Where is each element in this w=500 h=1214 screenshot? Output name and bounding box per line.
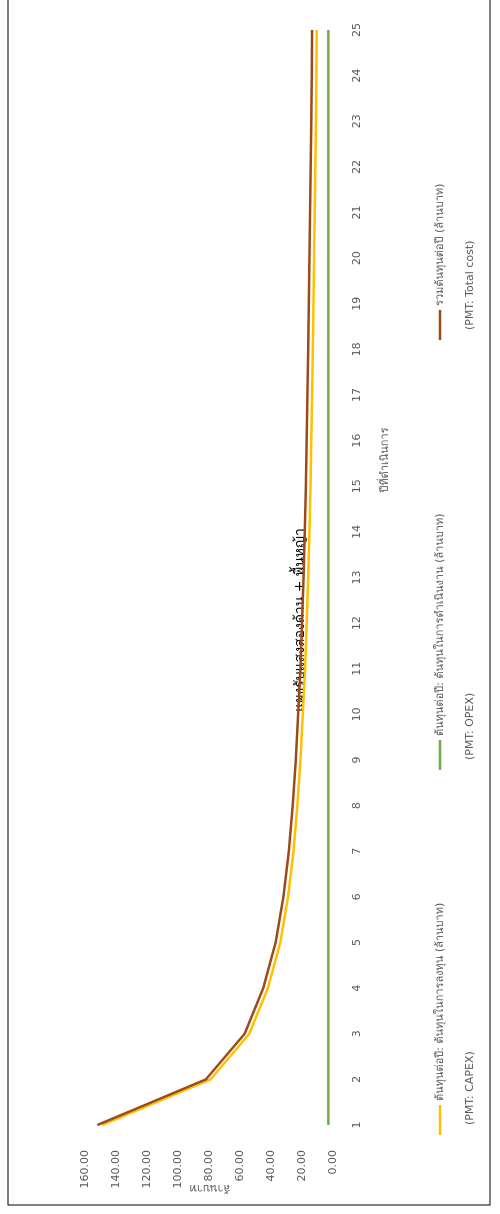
x-tick-label: 3 (350, 1030, 363, 1037)
x-tick-label: 18 (350, 342, 363, 356)
y-tick-label: 80.00 (202, 1150, 215, 1182)
x-tick-label: 22 (350, 160, 363, 174)
x-tick-label: 25 (350, 23, 363, 37)
x-tick-label: 15 (350, 479, 363, 493)
y-tick-label: 160.00 (78, 1150, 91, 1189)
y-tick-label: 40.00 (264, 1150, 277, 1182)
legend-sublabel: (PMT: Total cost) (463, 241, 476, 330)
series-line (101, 29, 318, 1127)
legend-label: ต้นทุนต่อปี: ต้นทุนในการดำเนินงาน (ล้านบ… (433, 513, 446, 736)
x-tick-label: 16 (350, 434, 363, 448)
x-tick-label: 6 (350, 893, 363, 900)
x-tick-label: 24 (350, 69, 363, 83)
legend-sublabel: (PMT: OPEX) (463, 693, 476, 760)
x-tick-label: 14 (350, 525, 363, 539)
legend-label: ต้นทุนต่อปี: ต้นทุนในการลงทุน (ล้านบาท) (433, 903, 446, 1101)
y-tick-label: 60.00 (233, 1150, 246, 1182)
y-tick-label: 140.00 (109, 1150, 122, 1189)
x-tick-label: 10 (350, 707, 363, 721)
y-tick-label: 20.00 (295, 1150, 308, 1182)
x-tick-label: 1 (350, 1122, 363, 1129)
frame (7, 0, 491, 1206)
x-tick-label: 19 (350, 297, 363, 311)
x-tick-label: 5 (350, 939, 363, 946)
y-tick-label: 100.00 (171, 1150, 184, 1189)
series-line (96, 29, 314, 1127)
x-axis-label: ปีที่ดำเนินการ (376, 427, 391, 493)
y-tick-label: 120.00 (140, 1150, 153, 1189)
x-tick-label: 8 (350, 802, 363, 809)
x-tick-label: 11 (350, 662, 363, 676)
x-tick-label: 20 (350, 251, 363, 265)
x-tick-label: 4 (350, 985, 363, 992)
x-tick-label: 2 (350, 1076, 363, 1083)
x-tick-label: 9 (350, 757, 363, 764)
y-tick-label: 0.00 (326, 1150, 339, 1175)
x-tick-label: 21 (350, 206, 363, 220)
legend-label: รวมต้นทุนต่อปี (ล้านบาท) (433, 184, 446, 306)
x-tick-label: 7 (350, 848, 363, 855)
x-tick-label: 13 (350, 571, 363, 585)
x-tick-label: 17 (350, 388, 363, 402)
rotated-chart: แผงรับแสงสองด้าน + พื้นหญ้า ปีที่ดำเนินก… (78, 23, 476, 1195)
x-tick-label: 23 (350, 114, 363, 128)
legend-sublabel: (PMT: CAPEX) (463, 1051, 476, 1125)
y-axis-label: ล้านบาท (190, 1182, 231, 1195)
x-tick-label: 12 (350, 616, 363, 630)
